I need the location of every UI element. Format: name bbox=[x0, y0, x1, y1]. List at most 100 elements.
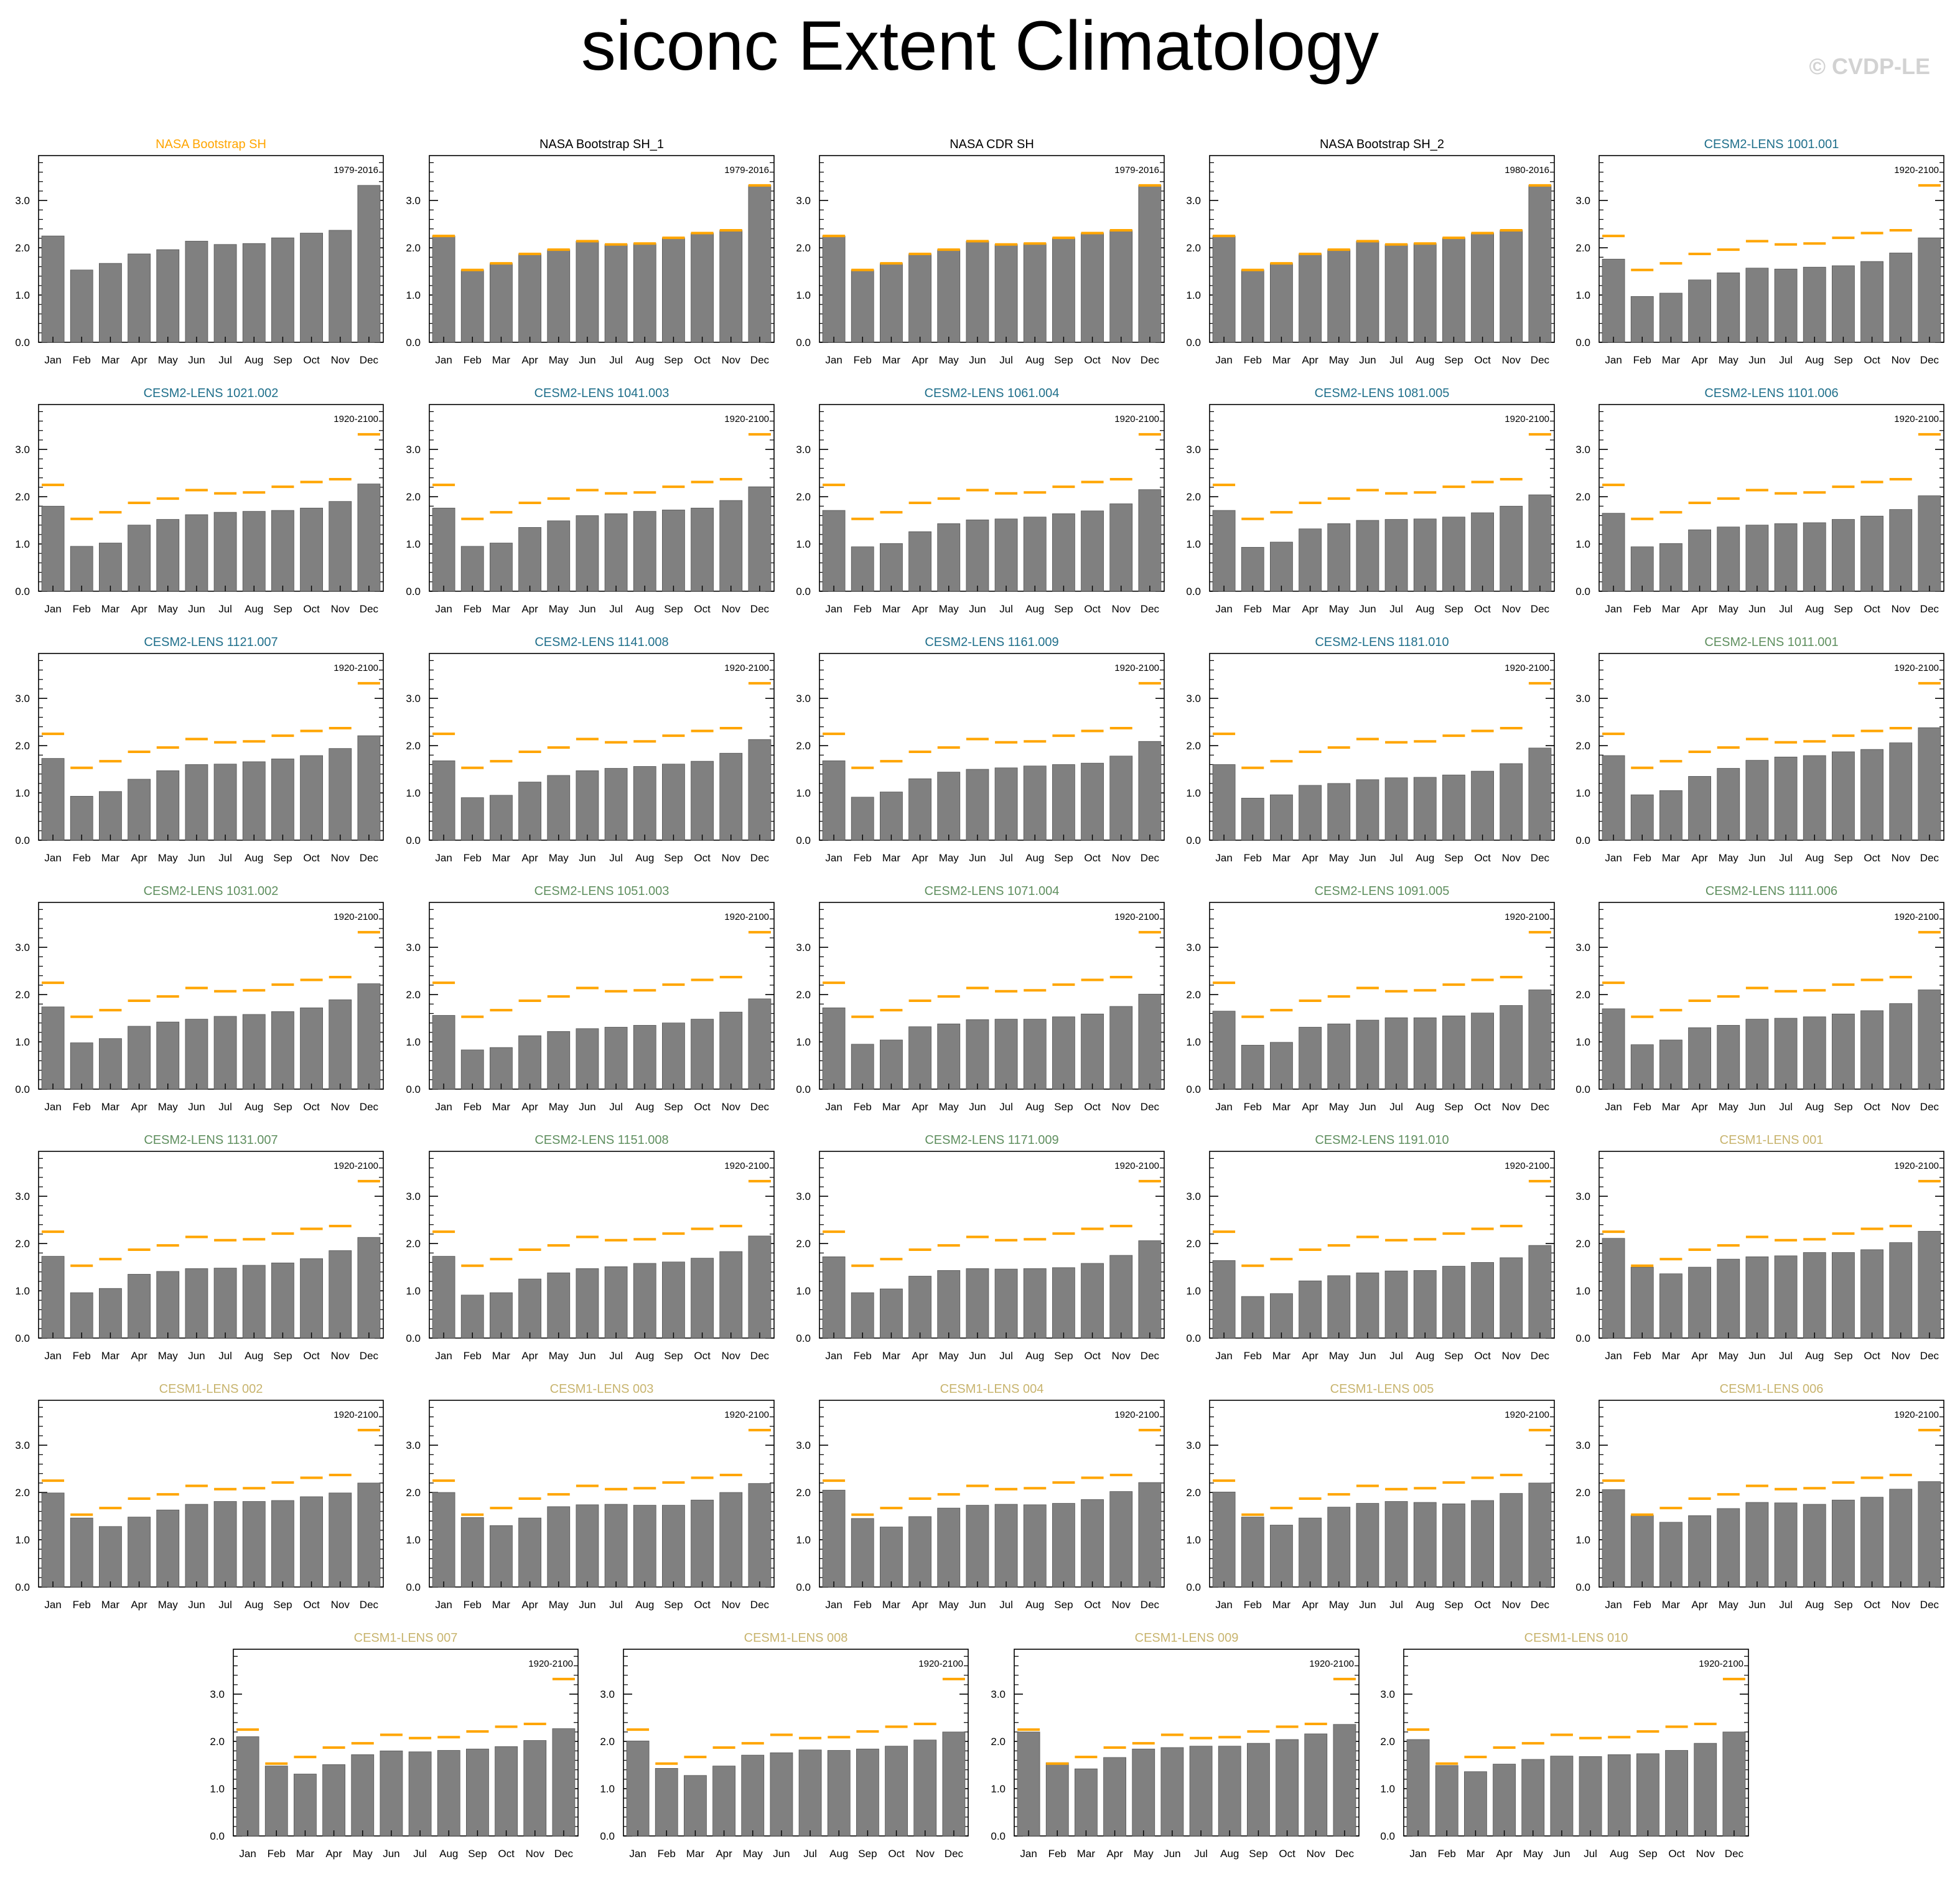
y-tick-label: 0.0 bbox=[15, 835, 30, 846]
bar bbox=[300, 1496, 323, 1588]
panel-title: CESM2-LENS 1091.005 bbox=[1315, 884, 1450, 898]
x-tick-label: Nov bbox=[1502, 354, 1521, 366]
x-tick-label: Jun bbox=[188, 852, 205, 864]
x-tick-label: Oct bbox=[1864, 852, 1880, 864]
y-tick-label: 2.0 bbox=[1380, 1736, 1395, 1748]
x-tick-label: Nov bbox=[1892, 603, 1911, 615]
bar bbox=[357, 983, 381, 1090]
plot-frame bbox=[38, 1151, 384, 1339]
bar bbox=[99, 1526, 122, 1588]
panel-title: CESM1-LENS 002 bbox=[159, 1382, 263, 1396]
bar bbox=[271, 1011, 294, 1090]
y-tick-label: 0.0 bbox=[796, 1581, 811, 1593]
bar bbox=[99, 1288, 122, 1339]
x-tick-label: Aug bbox=[635, 1101, 654, 1113]
x-tick-label: May bbox=[1719, 1599, 1739, 1611]
x-tick-label: Jun bbox=[1359, 354, 1376, 366]
bar bbox=[1212, 510, 1236, 592]
x-tick-label: Apr bbox=[521, 1599, 538, 1611]
bar bbox=[880, 1288, 903, 1339]
bar bbox=[851, 797, 874, 841]
x-tick-label: Dec bbox=[1531, 1599, 1550, 1611]
x-tick-label: Sep bbox=[1834, 1599, 1852, 1611]
x-tick-label: Apr bbox=[521, 354, 538, 366]
chart-panel: 0.0 1.0 2.0 3.0 Jan Feb Mar Apr May Jun Jul Aug Sep O… bbox=[1575, 1382, 1944, 1611]
x-tick-label: Aug bbox=[1025, 1350, 1044, 1362]
x-tick-label: Jan bbox=[435, 1350, 452, 1362]
x-tick-label: Oct bbox=[694, 852, 711, 864]
x-tick-label: Mar bbox=[492, 603, 511, 615]
bar bbox=[1889, 1003, 1913, 1090]
bar bbox=[880, 1527, 903, 1588]
bar bbox=[1270, 263, 1293, 343]
x-tick-label: May bbox=[939, 852, 959, 864]
plot-frame bbox=[1209, 653, 1555, 841]
bar bbox=[1688, 776, 1711, 841]
y-tick-label: 1.0 bbox=[406, 289, 421, 301]
x-tick-label: Jan bbox=[435, 852, 452, 864]
x-tick-label: Oct bbox=[1474, 852, 1491, 864]
period-label: 1979-2016 bbox=[334, 165, 378, 176]
x-tick-label: Jul bbox=[609, 1101, 623, 1113]
bar bbox=[1356, 1019, 1379, 1090]
bar bbox=[719, 1492, 743, 1588]
x-tick-label: Nov bbox=[1502, 603, 1521, 615]
bar bbox=[822, 1256, 846, 1339]
x-tick-label: May bbox=[1329, 852, 1350, 864]
bar bbox=[357, 185, 381, 343]
chart-panel: 0.0 1.0 2.0 3.0 Jan Feb Mar Apr May Jun Jul Aug Sep O… bbox=[15, 1382, 384, 1611]
x-tick-label: Aug bbox=[1805, 852, 1824, 864]
bar bbox=[1659, 790, 1682, 841]
y-tick-label: 0.0 bbox=[406, 835, 421, 846]
bar bbox=[1138, 1482, 1162, 1588]
x-tick-label: Dec bbox=[360, 1101, 379, 1113]
y-tick-label: 2.0 bbox=[15, 491, 30, 503]
bar bbox=[1665, 1750, 1688, 1837]
panel-title: CESM2-LENS 1161.009 bbox=[925, 635, 1058, 649]
x-tick-label: Sep bbox=[1834, 1350, 1852, 1362]
bar bbox=[432, 1015, 455, 1090]
panel-title: NASA Bootstrap SH_2 bbox=[1320, 138, 1444, 151]
bar bbox=[329, 1492, 352, 1588]
y-tick-label: 3.0 bbox=[15, 942, 30, 953]
bar bbox=[1109, 230, 1133, 343]
x-tick-label: Jul bbox=[609, 1350, 623, 1362]
bar bbox=[41, 758, 65, 841]
x-tick-label: May bbox=[1719, 852, 1739, 864]
bar bbox=[1774, 268, 1798, 343]
x-tick-label: Aug bbox=[1805, 1101, 1824, 1113]
plot-frame bbox=[38, 902, 384, 1090]
x-tick-label: Aug bbox=[1805, 1350, 1824, 1362]
bar bbox=[70, 1517, 93, 1588]
x-tick-label: Jul bbox=[1779, 1599, 1793, 1611]
bar bbox=[271, 1262, 294, 1339]
x-tick-label: Mar bbox=[492, 852, 511, 864]
x-tick-label: Nov bbox=[526, 1848, 545, 1860]
x-tick-label: Mar bbox=[1272, 1599, 1291, 1611]
bar bbox=[1241, 798, 1264, 841]
x-tick-label: Apr bbox=[1302, 1599, 1318, 1611]
bar bbox=[495, 1746, 518, 1837]
period-label: 1920-2100 bbox=[724, 663, 769, 673]
y-tick-label: 2.0 bbox=[406, 740, 421, 752]
y-tick-label: 0.0 bbox=[1575, 1581, 1590, 1593]
plot-frame bbox=[1598, 902, 1944, 1090]
x-tick-label: Aug bbox=[635, 354, 654, 366]
period-label: 1920-2100 bbox=[334, 414, 378, 424]
bar bbox=[633, 1025, 656, 1090]
period-label: 1920-2100 bbox=[1894, 663, 1939, 673]
bar bbox=[329, 748, 352, 841]
x-tick-label: Apr bbox=[521, 1101, 538, 1113]
x-tick-label: Jun bbox=[188, 1599, 205, 1611]
chart-panel: 0.0 1.0 2.0 3.0 Jan Feb Mar Apr May Jun Jul Aug Sep O… bbox=[406, 138, 775, 366]
y-tick-label: 1.0 bbox=[1186, 1534, 1201, 1546]
x-tick-label: Feb bbox=[854, 354, 872, 366]
x-tick-label: Nov bbox=[331, 1350, 350, 1362]
bar bbox=[1109, 1255, 1133, 1339]
x-tick-label: Oct bbox=[1864, 1599, 1880, 1611]
bar bbox=[851, 1044, 874, 1090]
bar bbox=[684, 1775, 707, 1837]
x-tick-label: Jun bbox=[1359, 1101, 1376, 1113]
period-label: 1920-2100 bbox=[528, 1659, 573, 1669]
bar bbox=[908, 1516, 931, 1588]
